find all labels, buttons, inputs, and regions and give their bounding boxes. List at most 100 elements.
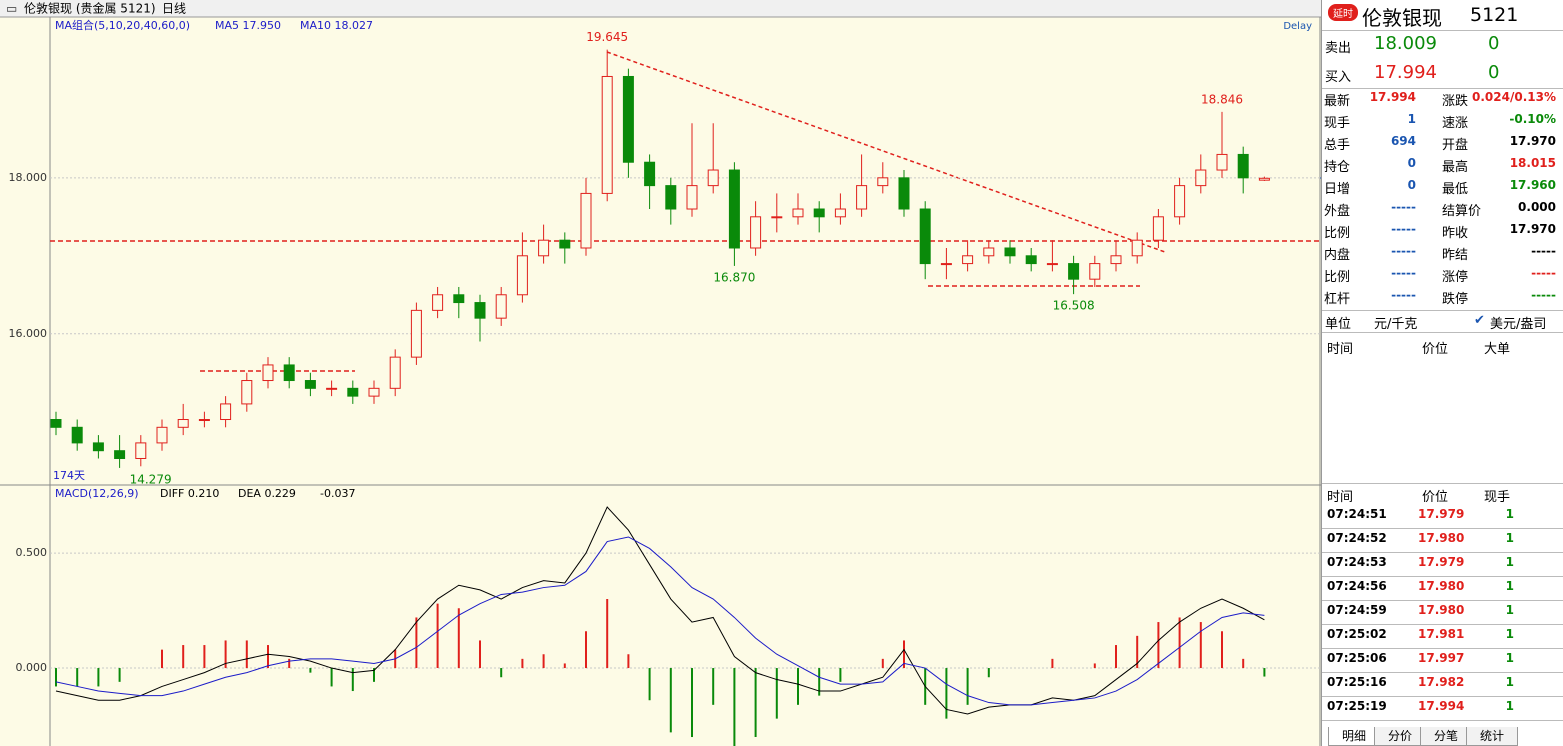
candle-body (792, 208, 804, 218)
candle-body (940, 263, 952, 266)
column-header: 现手 (1484, 490, 1511, 505)
stat-label: 现手 (1324, 116, 1351, 131)
tick-price: 17.981 (1418, 627, 1465, 641)
stat-value: 694 (1390, 134, 1416, 148)
stat-value: 0 (1407, 156, 1416, 170)
legend-entry: MA组合(5,10,20,40,60,0) (55, 18, 190, 32)
stat-label: 昨结 (1442, 248, 1469, 263)
toolbar-period[interactable]: 日线 (162, 2, 186, 16)
column-header: 大单 (1484, 342, 1511, 357)
days-label: 174天 (53, 469, 85, 482)
candle-body (516, 255, 528, 296)
candle-body (1089, 263, 1101, 280)
candle-body (559, 239, 571, 249)
divider (1322, 624, 1563, 625)
annotation: 16.508 (1053, 299, 1095, 313)
candle-body (898, 177, 910, 210)
tick-volume: 1 (1505, 555, 1514, 569)
tab[interactable]: 分笔 (1420, 727, 1472, 746)
stat-value: ----- (1391, 266, 1416, 280)
candle-body (495, 294, 507, 319)
candle-body (686, 185, 698, 210)
sell-label: 卖出 (1325, 41, 1352, 56)
stat-label: 内盘 (1324, 248, 1351, 263)
unit-option[interactable]: 美元/盎司 (1490, 317, 1547, 332)
tick-volume: 1 (1505, 531, 1514, 545)
candle-body (1216, 153, 1228, 171)
stat-label: 杠杆 (1324, 292, 1351, 307)
stat-value: ----- (1391, 244, 1416, 258)
candle-body (347, 387, 359, 397)
column-header: 时间 (1327, 490, 1354, 505)
candle-body (707, 169, 719, 187)
divider (1322, 600, 1563, 601)
tick-time: 07:24:53 (1327, 555, 1387, 569)
stat-value: 0.000 (1518, 200, 1556, 214)
legend-entry: MA10 18.027 (300, 19, 373, 32)
candle-body (71, 426, 83, 444)
stat-label: 最新 (1324, 94, 1351, 109)
divider (1322, 696, 1563, 697)
macd-line (55, 536, 1265, 706)
stat-label: 涨跌 (1442, 94, 1469, 109)
column-header: 时间 (1327, 342, 1354, 357)
candle-body (453, 294, 465, 304)
tick-volume: 1 (1505, 603, 1514, 617)
unit-option[interactable]: 元/千克 (1374, 317, 1418, 332)
candle-body (834, 208, 846, 218)
sell-price: 18.009 (1374, 33, 1437, 54)
legend-entry: -0.037 (320, 487, 355, 500)
candle-body (368, 387, 380, 397)
stat-label: 比例 (1324, 270, 1351, 285)
stat-value: ----- (1531, 288, 1556, 302)
stat-value: ----- (1391, 288, 1416, 302)
legend-entry: DIFF 0.210 (160, 487, 219, 500)
tick-price: 17.979 (1418, 507, 1465, 521)
tab[interactable]: 统计 (1466, 727, 1518, 746)
candle-body (622, 75, 634, 163)
stat-label: 总手 (1324, 138, 1351, 153)
candle-body (919, 208, 931, 265)
stat-value: 17.970 (1509, 134, 1556, 148)
tab[interactable]: 明细 (1328, 727, 1380, 746)
stat-label: 结算价 (1442, 204, 1482, 219)
stat-value: 17.994 (1369, 90, 1416, 104)
tick-time: 07:25:16 (1327, 675, 1387, 689)
divider (1322, 528, 1563, 529)
tick-price: 17.994 (1418, 699, 1465, 713)
divider (1322, 332, 1563, 333)
sell-volume: 0 (1488, 33, 1500, 54)
candle-body (1258, 177, 1270, 181)
candle-body (326, 387, 338, 390)
y-tick-label: 0.500 (16, 546, 48, 559)
tick-volume: 1 (1505, 627, 1514, 641)
stat-value: ----- (1391, 222, 1416, 236)
candle-body (856, 185, 868, 210)
annotation: 16.870 (713, 270, 755, 284)
candle-body (813, 208, 825, 218)
stat-label: 跌停 (1442, 292, 1469, 307)
divider (1322, 483, 1563, 484)
stat-value: 1 (1407, 112, 1416, 126)
stat-value: ----- (1531, 244, 1556, 258)
candle-body (262, 364, 274, 382)
toolbar-symbol[interactable]: 伦敦银现 (贵金属 5121) (24, 1, 156, 16)
buy-volume: 0 (1488, 62, 1500, 83)
tick-price: 17.997 (1418, 651, 1465, 665)
divider (1322, 720, 1563, 721)
tick-time: 07:24:51 (1327, 507, 1387, 521)
divider (1322, 648, 1563, 649)
tick-price: 17.982 (1418, 675, 1465, 689)
candle-body (1237, 153, 1249, 179)
stat-label: 最低 (1442, 182, 1469, 197)
badge: 延时 (1328, 4, 1358, 21)
tab[interactable]: 分价 (1374, 727, 1426, 746)
stat-label: 日增 (1324, 182, 1351, 197)
macd-line (55, 506, 1265, 715)
quote-code: 5121 (1470, 4, 1519, 26)
stat-value: ----- (1391, 200, 1416, 214)
candle-body (114, 450, 126, 459)
annotation: 19.645 (586, 30, 628, 44)
y-tick-label: 16.000 (9, 327, 48, 340)
